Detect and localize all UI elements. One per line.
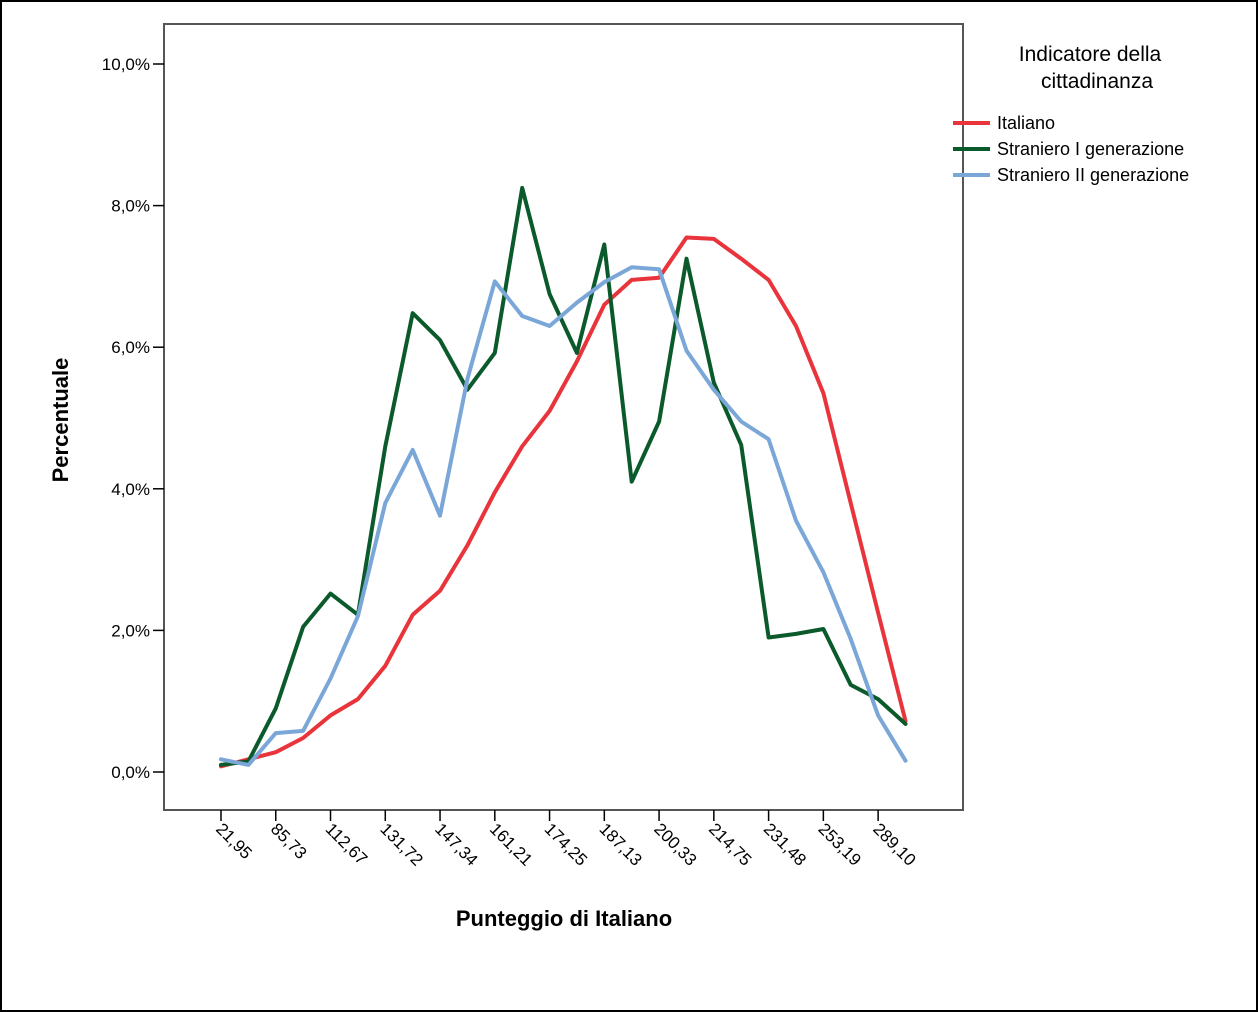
x-tick-label: 187,13: [595, 819, 645, 869]
series-line: [219, 265, 908, 767]
x-tick-label: 214,75: [705, 819, 755, 869]
legend-label: Straniero I generazione: [997, 139, 1184, 159]
x-tick-label: 147,34: [431, 819, 481, 869]
x-tick-label: 253,19: [815, 819, 865, 869]
y-tick-label: 2,0%: [111, 621, 150, 640]
y-axis: 0,0% 2,0% 4,0% 6,0% 8,0% 10,0%: [102, 55, 164, 782]
legend-label: Straniero II generazione: [997, 165, 1189, 185]
y-tick-label: 4,0%: [111, 480, 150, 499]
x-axis-title: Punteggio di Italiano: [456, 906, 672, 931]
x-tick-label: 231,48: [760, 819, 810, 869]
x-tick-label: 161,21: [486, 819, 536, 869]
series-line: [219, 235, 908, 769]
y-tick-label: 8,0%: [111, 197, 150, 216]
legend-title-line-2: cittadinanza: [1041, 70, 1153, 93]
y-tick-label: 6,0%: [111, 338, 150, 357]
y-tick-label: 10,0%: [102, 55, 150, 74]
x-tick-label: 200,33: [650, 819, 700, 869]
series-lines: [219, 185, 908, 769]
x-tick-label: 21,95: [212, 819, 256, 863]
x-tick-label: 85,73: [267, 819, 311, 863]
x-tick-label: 174,25: [541, 819, 591, 869]
legend: Indicatore della cittadinanza Italiano St…: [953, 43, 1189, 185]
y-tick-label: 0,0%: [111, 763, 150, 782]
x-tick-label: 112,67: [322, 819, 371, 868]
y-axis-title: Percentuale: [48, 358, 73, 483]
legend-label: Italiano: [997, 113, 1055, 133]
series-line: [219, 185, 908, 767]
x-tick-label: 131,72: [376, 819, 426, 869]
x-tick-label: 289,10: [869, 819, 919, 869]
legend-items: Italiano Straniero I generazione Straniero…: [953, 113, 1189, 185]
legend-title-line-1: Indicatore della: [1019, 43, 1162, 66]
x-axis: 21,95 85,73 112,67 131,72 147,34 161,21 174,25…: [212, 810, 919, 870]
plot-area: [163, 23, 964, 811]
